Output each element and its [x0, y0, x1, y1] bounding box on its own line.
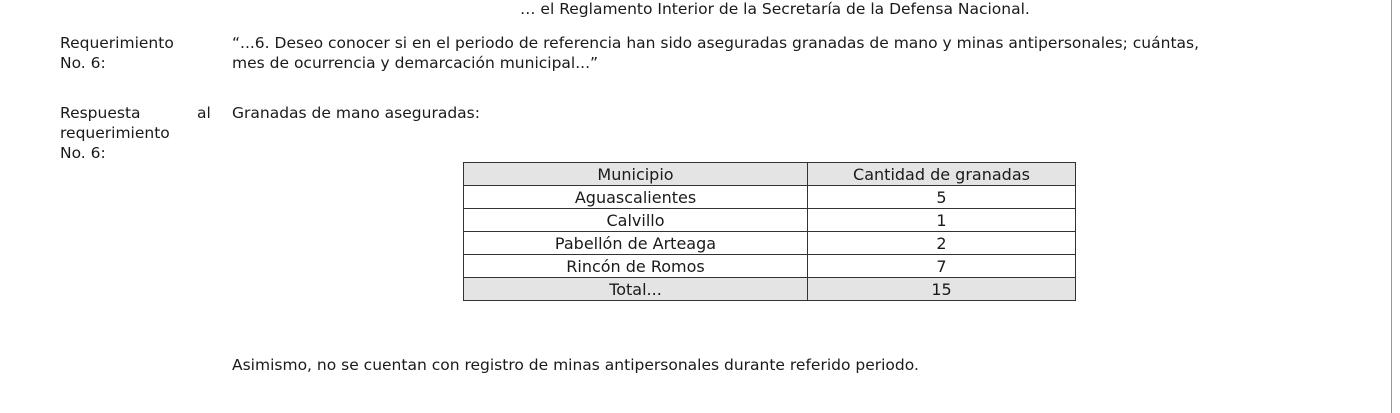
request-text-line1: “...6. Deseo conocer si en el periodo de…	[232, 34, 1200, 52]
response-closing: Asimismo, no se cuentan con registro de …	[232, 356, 919, 374]
table-row: Calvillo 1	[463, 208, 1076, 232]
request-label-line2: No. 6:	[60, 54, 106, 72]
header-municipio: Municipio	[463, 162, 808, 186]
response-label: Respuesta al requerimiento No. 6:	[60, 103, 211, 163]
total-value: 15	[807, 277, 1076, 301]
request-label-line1: Requerimiento	[60, 34, 174, 52]
request-text: “...6. Deseo conocer si en el periodo de…	[232, 33, 1199, 73]
cell-municipio: Rincón de Romos	[463, 254, 808, 278]
response-label-line2: requerimiento	[60, 124, 170, 142]
cell-cantidad: 7	[807, 254, 1076, 278]
cell-cantidad: 1	[807, 208, 1076, 232]
table-row: Rincón de Romos 7	[463, 254, 1076, 278]
cell-municipio: Pabellón de Arteaga	[463, 231, 808, 255]
response-label-al: al	[197, 104, 211, 122]
response-label-line3: No. 6:	[60, 144, 106, 162]
header-cantidad: Cantidad de granadas	[807, 162, 1076, 186]
request-label: Requerimiento No. 6:	[60, 33, 174, 73]
scan-edge-line	[1391, 0, 1392, 413]
grenades-table: Municipio Cantidad de granadas Aguascali…	[463, 162, 1076, 301]
response-label-line1: Respuesta	[60, 104, 141, 122]
total-label: Total...	[463, 277, 808, 301]
previous-text-fragment: … el Reglamento Interior de la Secretarí…	[520, 0, 1030, 18]
table-header-row: Municipio Cantidad de granadas	[463, 162, 1076, 186]
cell-cantidad: 5	[807, 185, 1076, 209]
table-row: Aguascalientes 5	[463, 185, 1076, 209]
cell-cantidad: 2	[807, 231, 1076, 255]
table-total-row: Total... 15	[463, 277, 1076, 301]
cell-municipio: Calvillo	[463, 208, 808, 232]
table-row: Pabellón de Arteaga 2	[463, 231, 1076, 255]
response-intro: Granadas de mano aseguradas:	[232, 104, 480, 122]
request-text-line2: mes de ocurrencia y demarcación municipa…	[232, 54, 599, 72]
cell-municipio: Aguascalientes	[463, 185, 808, 209]
